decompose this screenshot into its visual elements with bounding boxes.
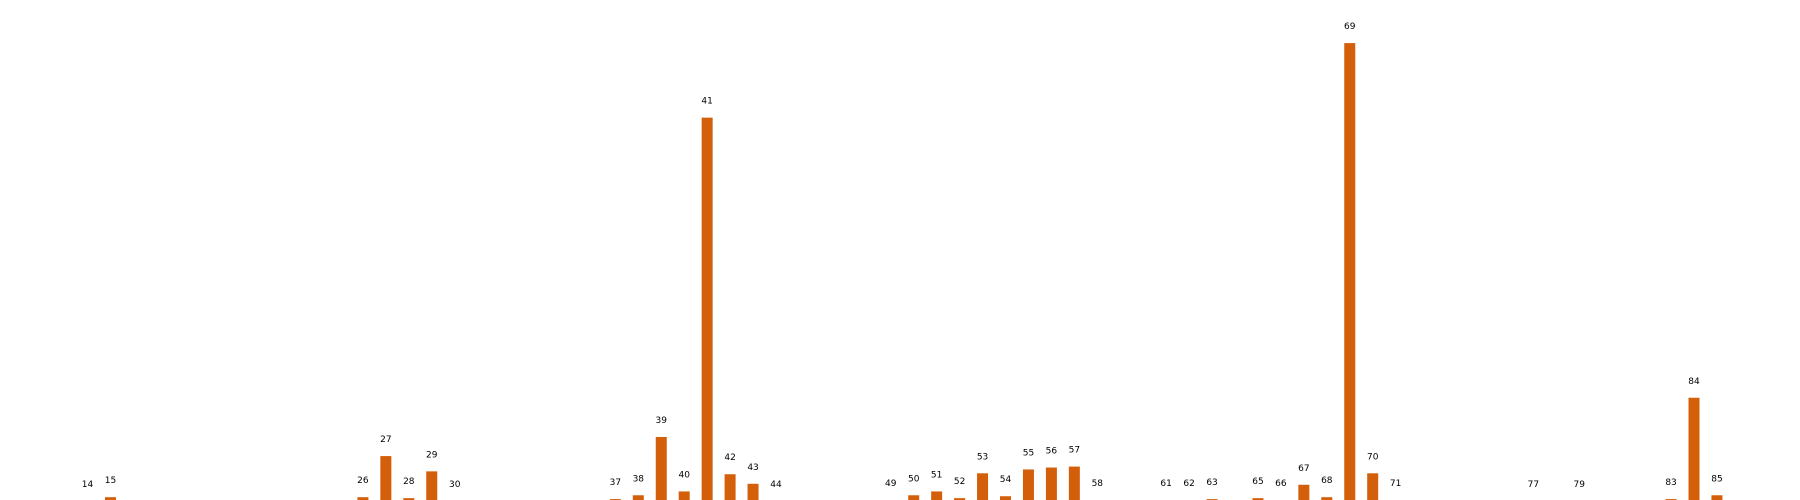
bar-label-69: 69 (1344, 22, 1356, 32)
bars-group (104, 43, 1723, 500)
bar-label-15: 15 (105, 476, 116, 486)
bar-label-26: 26 (357, 476, 369, 486)
bar-43 (747, 483, 759, 500)
bar-42 (724, 474, 736, 500)
bar-label-54: 54 (1000, 475, 1012, 485)
bar-label-37: 37 (610, 478, 621, 488)
bar-41 (701, 117, 713, 500)
bar-51 (931, 491, 943, 500)
bar-27 (380, 456, 392, 500)
bar-28 (403, 498, 415, 500)
bar-label-39: 39 (656, 416, 668, 426)
bar-56 (1045, 467, 1057, 500)
bar-label-79: 79 (1574, 480, 1586, 490)
bar-label-67: 67 (1298, 464, 1309, 474)
bar-label-85: 85 (1711, 474, 1722, 484)
bar-label-30: 30 (449, 480, 461, 490)
bar-label-41: 41 (701, 97, 712, 107)
bar-54 (1000, 496, 1011, 500)
bar-84 (1688, 397, 1700, 500)
bar-label-84: 84 (1688, 377, 1700, 387)
bar-26 (357, 497, 369, 500)
bar-label-53: 53 (977, 452, 988, 462)
bar-label-56: 56 (1046, 447, 1058, 457)
bar-label-62: 62 (1183, 479, 1194, 489)
bar-label-38: 38 (633, 474, 645, 484)
bar-57 (1068, 466, 1080, 500)
bar-29 (426, 471, 438, 500)
bar-label-68: 68 (1321, 476, 1333, 486)
bar-label-57: 57 (1069, 446, 1080, 456)
bar-53 (977, 473, 989, 500)
bar-label-58: 58 (1092, 479, 1104, 489)
bar-label-65: 65 (1252, 477, 1263, 487)
bar-label-42: 42 (724, 453, 735, 463)
bar-label-28: 28 (403, 477, 415, 487)
bar-70 (1367, 473, 1379, 500)
bar-85 (1711, 495, 1723, 500)
bar-label-51: 51 (931, 470, 942, 480)
bar-15 (104, 497, 116, 500)
bar-label-49: 49 (885, 479, 897, 489)
bar-69 (1344, 43, 1356, 500)
bar-label-71: 71 (1390, 479, 1401, 489)
bar-52 (954, 498, 966, 500)
bar-label-44: 44 (770, 480, 782, 490)
bar-label-27: 27 (380, 435, 391, 445)
bar-55 (1022, 469, 1034, 500)
bar-label-40: 40 (678, 470, 690, 480)
bar-label-52: 52 (954, 477, 965, 487)
bar-65 (1252, 498, 1264, 500)
bar-label-14: 14 (82, 480, 94, 490)
bar-label-29: 29 (426, 450, 438, 460)
bar-labels-group: 14 15 26 27 28 29 30 37 38 39 40 41 42 43 44 49 50 51 52 53… (82, 22, 1723, 490)
bar-40 (678, 491, 690, 500)
bar-label-70: 70 (1367, 452, 1379, 462)
bar-38 (632, 495, 644, 500)
bar-68 (1321, 497, 1333, 500)
bar-67 (1298, 484, 1310, 500)
bar-label-63: 63 (1206, 478, 1217, 488)
bar-39 (655, 436, 667, 500)
bar-label-61: 61 (1160, 479, 1171, 489)
bar-label-55: 55 (1023, 448, 1034, 458)
bar-50 (908, 495, 920, 500)
bar-label-43: 43 (747, 463, 758, 473)
bar-label-83: 83 (1665, 478, 1676, 488)
bar-label-77: 77 (1528, 480, 1539, 490)
bar-label-50: 50 (908, 474, 920, 484)
bar-label-66: 66 (1275, 479, 1287, 489)
